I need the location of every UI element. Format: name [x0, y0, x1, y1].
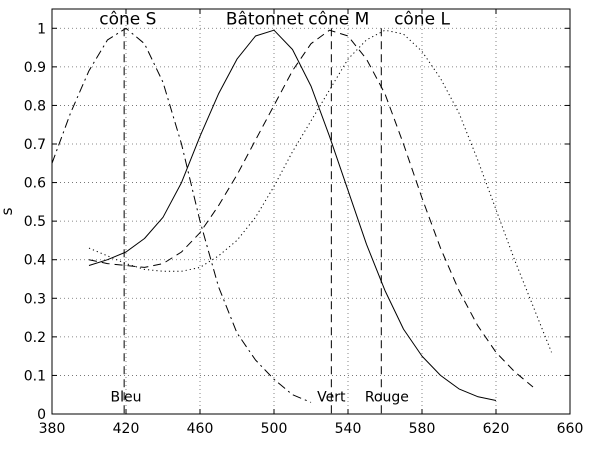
marker-label: Rouge — [365, 390, 409, 406]
y-tick-label: 1 — [37, 21, 46, 37]
y-tick-label: 0 — [37, 407, 46, 423]
y-axis-label: s — [0, 207, 16, 215]
marker-label: Vert — [317, 390, 346, 406]
y-tick-labels: 0 0.1 0.2 0.3 0.4 0.5 0.6 0.7 0.8 0.9 1 — [24, 21, 46, 423]
y-tick-label: 0.2 — [24, 330, 46, 346]
x-tick-label: 580 — [409, 421, 436, 437]
y-tick-label: 0.5 — [24, 214, 46, 230]
x-tick-label: 380 — [39, 421, 66, 437]
curve-label: cône M — [308, 10, 369, 30]
x-tick-label: 540 — [335, 421, 362, 437]
x-tick-label: 420 — [113, 421, 140, 437]
y-tick-label: 0.9 — [24, 60, 46, 76]
plot-frame — [51, 8, 571, 415]
y-tick-label: 0.6 — [24, 176, 46, 192]
series-line-b-tonnet — [88, 29, 497, 401]
curve-label: cône L — [394, 10, 450, 30]
y-tick-label: 0.8 — [24, 98, 46, 114]
axis-ticks — [51, 9, 571, 415]
series-line-c-ne-m — [88, 29, 534, 388]
curve-label: Bâtonnet — [226, 10, 304, 30]
y-tick-label: 0.3 — [24, 291, 46, 307]
series-line-c-ne-s — [51, 27, 312, 403]
marker-label: Bleu — [111, 390, 142, 406]
series-line-c-ne-l — [88, 29, 552, 353]
curve-label: cône S — [99, 10, 156, 30]
y-tick-label: 0.7 — [24, 137, 46, 153]
marker-labels: Bleu Vert Rouge — [111, 390, 409, 406]
curve-annotations: cône S Bâtonnet cône M cône L — [99, 10, 450, 30]
y-tick-label: 0.4 — [24, 253, 46, 269]
y-tick-label: 0.1 — [24, 368, 46, 384]
series-lines — [51, 27, 552, 403]
x-tick-label: 500 — [261, 421, 288, 437]
x-tick-label: 660 — [557, 421, 584, 437]
x-tick-label: 620 — [483, 421, 510, 437]
x-tick-labels: 380 420 460 500 540 580 620 660 — [39, 421, 584, 437]
x-tick-label: 460 — [187, 421, 214, 437]
